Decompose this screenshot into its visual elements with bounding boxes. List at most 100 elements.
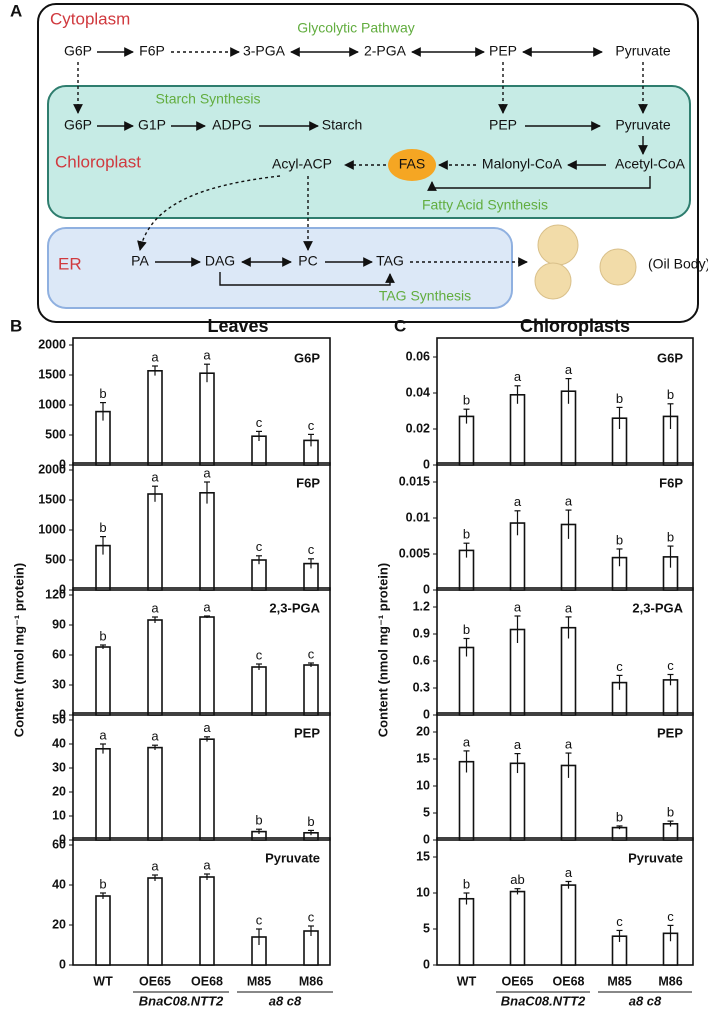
x-tick-label: WT [93, 974, 113, 988]
significance-letter: ab [510, 872, 524, 887]
significance-letter: c [616, 914, 623, 929]
bar [251, 666, 267, 716]
chart-annotation: PEP [294, 725, 320, 740]
significance-letter: b [667, 387, 674, 402]
y-tick-label: 60 [52, 837, 66, 851]
chart-annotation: F6P [296, 475, 320, 490]
y-tick-label: 0 [423, 582, 430, 596]
significance-letter: a [514, 369, 522, 384]
y-tick-label: 0.015 [399, 474, 430, 488]
x-tick-label: M85 [607, 974, 631, 988]
y-tick-label: 0 [59, 957, 66, 971]
y-tick-label: 0 [423, 957, 430, 971]
bar [560, 884, 577, 966]
bar [147, 746, 163, 841]
bar [147, 493, 163, 591]
pathway-node: G6P [64, 43, 92, 59]
significance-letter: c [667, 909, 674, 924]
y-tick-label: 1500 [38, 492, 66, 506]
pathway-node: PA [131, 253, 149, 269]
chart-annotation: 2,3-PGA [632, 600, 683, 615]
bar [199, 876, 215, 966]
significance-letter: b [463, 527, 470, 542]
bar [199, 738, 215, 841]
pathway-node: PC [298, 253, 317, 269]
significance-letter: a [514, 494, 522, 509]
bar [147, 369, 163, 466]
compartment-label: Chloroplast [55, 152, 141, 171]
y-tick-label: 2000 [38, 462, 66, 476]
pathway-node: ADPG [212, 117, 252, 133]
significance-letter: b [463, 393, 470, 408]
x-tick-label: M86 [299, 974, 323, 988]
significance-letter: a [151, 729, 159, 744]
y-tick-label: 120 [45, 587, 66, 601]
significance-letter: b [667, 530, 674, 545]
pathway-node: F6P [139, 43, 165, 59]
bar [95, 646, 111, 716]
y-tick-label: 50 [52, 712, 66, 726]
panel-label: C [394, 316, 406, 335]
panel-title: Chloroplasts [520, 316, 630, 336]
x-tick-label: M85 [247, 974, 271, 988]
panel-label: B [10, 316, 22, 335]
panel-a: A Cytoplasm Chloroplast ER Glycolytic Pa… [10, 1, 708, 323]
bar [251, 559, 267, 591]
x-tick-label: OE65 [139, 974, 171, 988]
chart-annotation: F6P [659, 475, 683, 490]
y-axis-label: Content (nmol mg⁻¹ protein) [11, 563, 26, 737]
pathway-node: Acetyl-CoA [615, 156, 686, 172]
group-label: a8 c8 [629, 993, 662, 1008]
bar [509, 393, 526, 466]
pathway-node: Starch [322, 117, 362, 133]
x-tick-label: M86 [658, 974, 682, 988]
significance-letter: a [203, 348, 211, 363]
significance-letter: b [616, 391, 623, 406]
y-tick-label: 0 [423, 707, 430, 721]
y-tick-label: 90 [52, 617, 66, 631]
x-tick-label: WT [457, 974, 477, 988]
y-tick-label: 0.01 [406, 510, 430, 524]
significance-letter: b [463, 622, 470, 637]
y-tick-label: 60 [52, 647, 66, 661]
x-tick-label: OE68 [191, 974, 223, 988]
pathway-node: 3-PGA [243, 43, 286, 59]
oil-bodies [534, 224, 637, 300]
chart-annotation: 2,3-PGA [269, 600, 320, 615]
pathway-label: TAG Synthesis [379, 288, 471, 304]
pathway-label: Starch Synthesis [155, 91, 260, 107]
pathway-node: Acyl-ACP [272, 156, 332, 172]
significance-letter: a [99, 727, 107, 742]
significance-letter: a [151, 858, 159, 873]
fas-enzyme [388, 149, 436, 181]
significance-letter: a [565, 865, 573, 880]
y-tick-label: 30 [52, 760, 66, 774]
x-tick-label: OE68 [553, 974, 585, 988]
er-box [47, 227, 513, 309]
y-tick-label: 5 [423, 921, 430, 935]
significance-letter: c [308, 909, 315, 924]
oil-body-label: (Oil Body) [648, 256, 708, 272]
significance-letter: c [308, 646, 315, 661]
significance-letter: b [99, 520, 106, 535]
bar [509, 890, 526, 966]
bar [147, 877, 163, 966]
significance-letter: c [256, 415, 263, 430]
y-tick-label: 15 [416, 751, 430, 765]
pathway-node: DAG [205, 253, 235, 269]
y-tick-label: 10 [416, 885, 430, 899]
bar [303, 664, 319, 716]
significance-letter: b [99, 876, 106, 891]
significance-letter: c [256, 912, 263, 927]
significance-letter: a [565, 362, 573, 377]
chart-annotation: Pyruvate [265, 850, 320, 865]
y-tick-label: 0 [59, 457, 66, 471]
significance-letter: a [151, 349, 159, 364]
bar [95, 895, 111, 966]
y-tick-label: 2000 [38, 337, 66, 351]
y-tick-label: 15 [416, 849, 430, 863]
significance-letter: c [256, 539, 263, 554]
significance-letter: a [151, 600, 159, 615]
y-axis-label: Content (nmol mg⁻¹ protein) [375, 563, 390, 737]
